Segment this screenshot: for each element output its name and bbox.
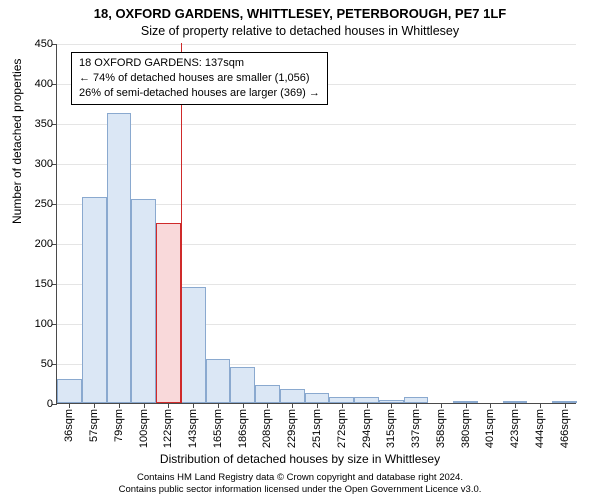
xtick-label: 208sqm bbox=[261, 409, 273, 448]
ytick-label: 400 bbox=[35, 78, 53, 90]
ytick-label: 50 bbox=[41, 358, 53, 370]
xtick-label: 229sqm bbox=[286, 409, 298, 448]
xtick-label: 251sqm bbox=[311, 409, 323, 448]
xtick-label: 423sqm bbox=[509, 409, 521, 448]
footer-attribution: Contains HM Land Registry data © Crown c… bbox=[0, 472, 600, 496]
footer-line1: Contains HM Land Registry data © Crown c… bbox=[0, 472, 600, 484]
gridline bbox=[57, 164, 576, 165]
chart-container: 18, OXFORD GARDENS, WHITTLESEY, PETERBOR… bbox=[0, 0, 600, 500]
xtick-label: 380sqm bbox=[460, 409, 472, 448]
xtick-mark bbox=[168, 403, 169, 408]
bar bbox=[230, 367, 255, 403]
xtick-label: 466sqm bbox=[559, 409, 571, 448]
bar bbox=[57, 379, 82, 403]
ytick-label: 100 bbox=[35, 318, 53, 330]
xtick-mark bbox=[466, 403, 467, 408]
ytick-label: 450 bbox=[35, 38, 53, 50]
bar bbox=[107, 113, 132, 403]
annotation-box: 18 OXFORD GARDENS: 137sqm ← 74% of detac… bbox=[71, 52, 328, 105]
ytick-label: 200 bbox=[35, 238, 53, 250]
xtick-label: 444sqm bbox=[534, 409, 546, 448]
xtick-mark bbox=[292, 403, 293, 408]
bar bbox=[305, 393, 330, 403]
xtick-mark bbox=[391, 403, 392, 408]
xtick-mark bbox=[144, 403, 145, 408]
annotation-line3: 26% of semi-detached houses are larger (… bbox=[79, 86, 320, 101]
xtick-mark bbox=[119, 403, 120, 408]
xtick-label: 57sqm bbox=[88, 409, 100, 442]
chart-title-line2: Size of property relative to detached ho… bbox=[0, 24, 600, 38]
xtick-mark bbox=[243, 403, 244, 408]
xtick-label: 358sqm bbox=[435, 409, 447, 448]
x-axis-label: Distribution of detached houses by size … bbox=[0, 452, 600, 466]
annotation-line2: ← 74% of detached houses are smaller (1,… bbox=[79, 71, 320, 86]
annotation-line1: 18 OXFORD GARDENS: 137sqm bbox=[79, 56, 320, 71]
gridline bbox=[57, 124, 576, 125]
ytick-label: 150 bbox=[35, 278, 53, 290]
xtick-label: 36sqm bbox=[63, 409, 75, 442]
xtick-mark bbox=[367, 403, 368, 408]
y-axis-label: Number of detached properties bbox=[10, 59, 24, 224]
xtick-label: 165sqm bbox=[212, 409, 224, 448]
bar bbox=[131, 199, 156, 403]
gridline bbox=[57, 44, 576, 45]
chart-title-line1: 18, OXFORD GARDENS, WHITTLESEY, PETERBOR… bbox=[0, 6, 600, 21]
bar bbox=[181, 287, 206, 403]
bar bbox=[82, 197, 107, 403]
bar-highlight bbox=[156, 223, 181, 403]
ytick-label: 300 bbox=[35, 158, 53, 170]
ytick-label: 0 bbox=[47, 398, 53, 410]
xtick-mark bbox=[515, 403, 516, 408]
xtick-mark bbox=[69, 403, 70, 408]
ytick-label: 250 bbox=[35, 198, 53, 210]
xtick-label: 79sqm bbox=[113, 409, 125, 442]
xtick-mark bbox=[416, 403, 417, 408]
xtick-label: 272sqm bbox=[336, 409, 348, 448]
xtick-mark bbox=[342, 403, 343, 408]
xtick-mark bbox=[94, 403, 95, 408]
xtick-mark bbox=[193, 403, 194, 408]
xtick-label: 401sqm bbox=[484, 409, 496, 448]
bar bbox=[255, 385, 280, 403]
xtick-mark bbox=[267, 403, 268, 408]
bar bbox=[280, 389, 305, 403]
plot-area: 05010015020025030035040045036sqm57sqm79s… bbox=[56, 44, 576, 404]
xtick-label: 122sqm bbox=[162, 409, 174, 448]
xtick-label: 143sqm bbox=[187, 409, 199, 448]
xtick-mark bbox=[317, 403, 318, 408]
xtick-mark bbox=[540, 403, 541, 408]
footer-line2: Contains public sector information licen… bbox=[0, 484, 600, 496]
bar bbox=[206, 359, 231, 403]
xtick-label: 294sqm bbox=[361, 409, 373, 448]
xtick-label: 315sqm bbox=[385, 409, 397, 448]
xtick-label: 186sqm bbox=[237, 409, 249, 448]
xtick-mark bbox=[218, 403, 219, 408]
xtick-mark bbox=[565, 403, 566, 408]
xtick-label: 100sqm bbox=[138, 409, 150, 448]
xtick-mark bbox=[490, 403, 491, 408]
xtick-mark bbox=[441, 403, 442, 408]
xtick-label: 337sqm bbox=[410, 409, 422, 448]
ytick-label: 350 bbox=[35, 118, 53, 130]
